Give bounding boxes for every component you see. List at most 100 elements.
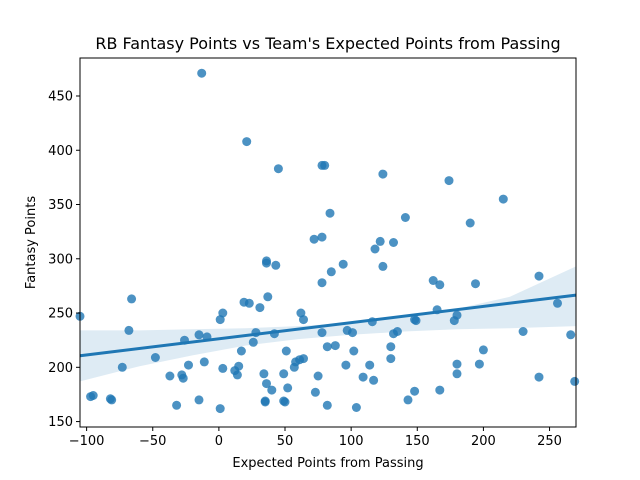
data-point — [498, 194, 508, 204]
data-point — [215, 315, 225, 325]
data-point — [428, 276, 438, 285]
data-point — [263, 292, 273, 302]
y-tick-label: 250 — [48, 307, 73, 322]
data-point — [322, 342, 332, 352]
y-tick-label: 300 — [48, 252, 73, 267]
data-point — [452, 359, 462, 369]
data-point — [117, 362, 127, 372]
data-point — [471, 279, 480, 289]
data-point — [326, 267, 336, 277]
data-point — [262, 379, 271, 389]
data-point — [255, 303, 265, 313]
data-point — [271, 260, 281, 270]
data-point — [570, 376, 580, 386]
data-point — [378, 261, 388, 271]
data-point — [279, 369, 289, 379]
data-point — [325, 208, 335, 218]
data-point — [341, 360, 351, 370]
data-point — [194, 395, 204, 405]
regression-line — [79, 293, 577, 358]
plot-area — [75, 68, 580, 414]
x-tick-label: −100 — [69, 434, 105, 449]
data-point — [172, 400, 182, 410]
data-point — [392, 327, 402, 336]
data-point — [349, 346, 359, 356]
data-point — [199, 357, 209, 367]
data-point — [309, 234, 319, 244]
data-point — [283, 383, 293, 393]
data-point — [320, 160, 330, 170]
data-point — [403, 395, 413, 405]
data-point — [273, 164, 283, 174]
data-point — [260, 397, 270, 407]
plot-frame — [79, 57, 577, 428]
data-point — [534, 372, 544, 382]
data-point — [184, 360, 193, 370]
x-axis-label: Expected Points from Passing — [232, 456, 423, 471]
x-axis: −100 −50 0 50 100 150 200 250 — [69, 427, 562, 449]
x-tick-label: 100 — [339, 434, 364, 449]
data-point — [262, 258, 271, 268]
data-point — [127, 294, 137, 304]
data-point — [150, 353, 160, 362]
data-point — [215, 404, 225, 414]
data-point — [178, 373, 188, 383]
data-point — [389, 238, 398, 247]
data-point — [370, 244, 380, 254]
x-tick-label: 0 — [215, 434, 223, 449]
data-point — [194, 330, 204, 340]
data-point — [259, 369, 269, 379]
data-point — [410, 386, 420, 396]
y-tick-label: 350 — [48, 198, 73, 213]
data-point — [313, 371, 323, 381]
x-tick-label: 50 — [277, 434, 294, 449]
data-point — [435, 280, 445, 290]
data-point — [289, 362, 299, 372]
data-point — [248, 337, 258, 347]
data-point — [322, 400, 332, 410]
data-point — [378, 169, 388, 179]
y-tick-label: 400 — [48, 144, 73, 159]
data-point — [358, 372, 368, 382]
data-point — [280, 397, 290, 407]
y-tick-label: 200 — [48, 361, 73, 376]
data-point — [553, 298, 562, 308]
data-point — [165, 371, 175, 381]
y-axis-label: Fantasy Points — [24, 196, 39, 289]
data-point — [124, 325, 134, 335]
data-point — [369, 375, 379, 385]
data-point — [410, 315, 420, 325]
chart-title: RB Fantasy Points vs Team's Expected Poi… — [95, 34, 560, 53]
data-point — [197, 68, 207, 78]
data-point — [281, 346, 291, 356]
data-point — [236, 346, 246, 356]
x-tick-label: 200 — [471, 434, 496, 449]
data-point — [534, 271, 544, 281]
data-point — [375, 236, 385, 246]
data-point — [218, 363, 228, 373]
data-point — [107, 395, 117, 405]
x-tick-label: 150 — [405, 434, 430, 449]
data-point — [566, 330, 576, 340]
y-axis: 150 200 250 300 350 400 450 — [48, 89, 80, 430]
data-point — [435, 385, 445, 395]
data-point — [330, 341, 340, 351]
x-tick-label: −50 — [139, 434, 166, 449]
y-tick-label: 150 — [48, 415, 73, 430]
data-point — [232, 370, 242, 380]
data-point — [365, 360, 375, 370]
data-point — [465, 218, 475, 228]
x-tick-label: 250 — [537, 434, 562, 449]
data-point — [474, 359, 484, 369]
data-point — [351, 403, 361, 412]
data-point — [338, 259, 348, 269]
data-point — [310, 387, 320, 397]
data-point — [317, 278, 327, 288]
y-tick-label: 450 — [48, 89, 73, 104]
data-point — [267, 385, 277, 395]
data-point — [386, 354, 396, 364]
data-point — [317, 232, 327, 242]
data-point — [242, 137, 252, 147]
data-point — [386, 342, 396, 352]
